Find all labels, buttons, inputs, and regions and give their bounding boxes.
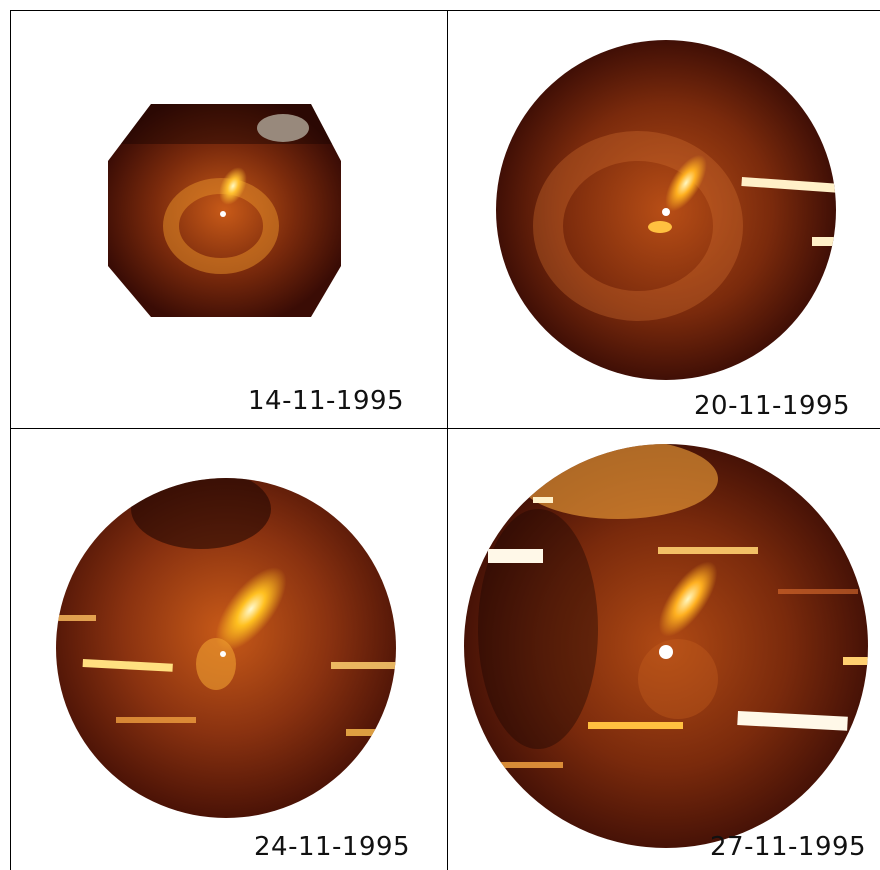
observation-date-label: 14-11-1995: [248, 386, 405, 416]
observation-date-label: 24-11-1995: [254, 832, 411, 862]
comet-image-2: [496, 40, 836, 380]
comet-panel-3: 24-11-1995: [11, 429, 447, 865]
comet-panel-4: 27-11-1995: [448, 429, 880, 865]
frame-top-border: [10, 10, 880, 11]
observation-date-label: 20-11-1995: [694, 391, 851, 421]
comet-image-4: [464, 444, 868, 848]
comet-image-1: [108, 104, 341, 317]
comet-panel-2: 20-11-1995: [448, 11, 880, 428]
panel-divider-vertical: [447, 10, 448, 870]
comet-panel-1: 14-11-1995: [11, 11, 447, 428]
observation-date-label: 27-11-1995: [710, 832, 867, 862]
frame-left-border: [10, 10, 11, 870]
comet-image-3: [56, 478, 396, 818]
panel-divider-horizontal: [10, 428, 880, 429]
